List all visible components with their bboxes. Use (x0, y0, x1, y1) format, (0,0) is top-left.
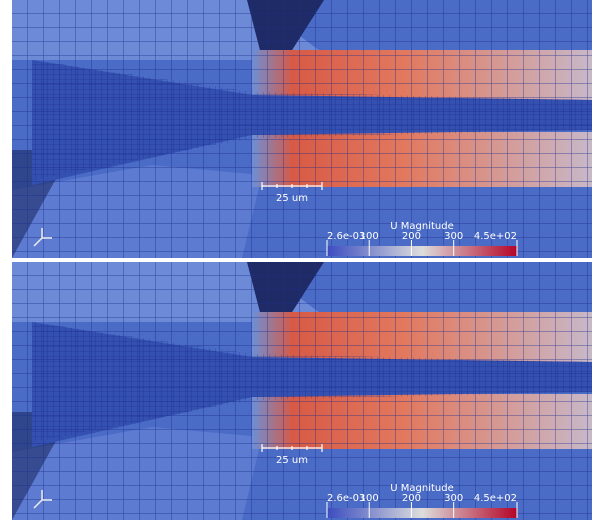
scale-bar-label: 25 um (276, 193, 308, 204)
colorbar-tick-label: 100 (360, 493, 379, 504)
colorbar-tick-label: 300 (444, 231, 463, 242)
colorbar-tick-label: 300 (444, 493, 463, 504)
colorbar-tick-label: 4.5e+02 (474, 493, 517, 504)
colorbar-tick-label: 200 (402, 231, 421, 242)
scale-bar-label: 25 um (276, 455, 308, 466)
colorbar (327, 508, 517, 518)
colorbar-tick-label: 100 (360, 231, 379, 242)
colorbar (327, 246, 517, 256)
colorbar-tick-label: 200 (402, 493, 421, 504)
colorbar-tick-label: 4.5e+02 (474, 231, 517, 242)
screenshot: 25 umU Magnitude2.6e-031002003004.5e+022… (0, 0, 592, 522)
divider (0, 258, 592, 262)
